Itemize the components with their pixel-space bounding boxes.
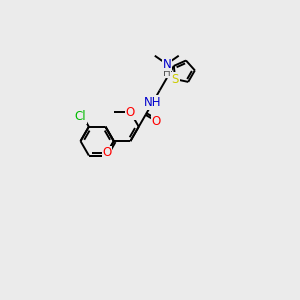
Text: NH: NH	[144, 96, 161, 109]
Text: O: O	[102, 146, 112, 159]
Text: S: S	[172, 73, 179, 85]
Text: Cl: Cl	[74, 110, 86, 123]
Text: O: O	[126, 106, 135, 119]
Text: O: O	[152, 115, 161, 128]
Text: N: N	[162, 58, 171, 70]
Text: H: H	[163, 68, 171, 78]
